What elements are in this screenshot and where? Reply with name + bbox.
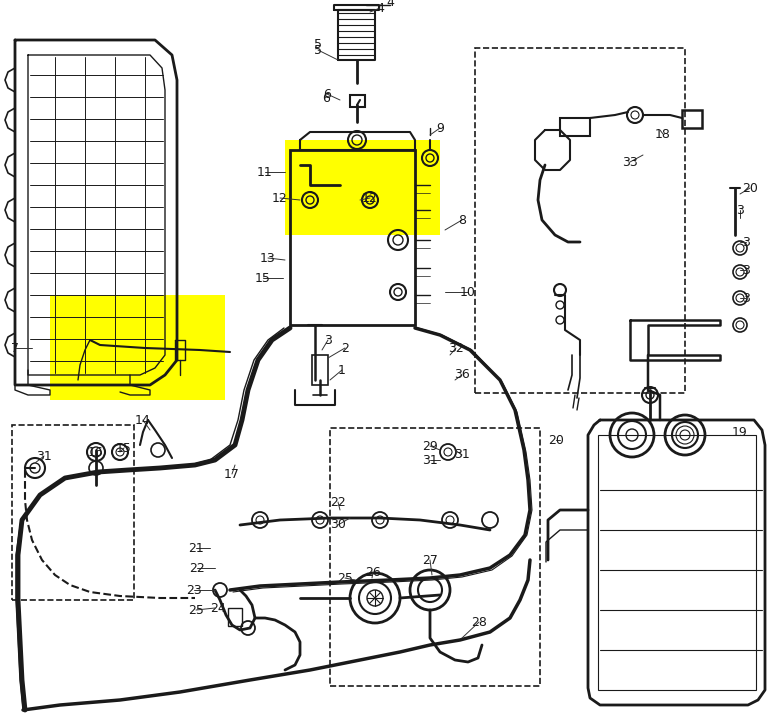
- Text: 1: 1: [338, 363, 346, 376]
- Text: 25: 25: [188, 603, 204, 616]
- Text: 17: 17: [224, 467, 240, 480]
- Text: 2: 2: [341, 342, 349, 355]
- Bar: [682, 110, 702, 128]
- Text: 15: 15: [255, 272, 271, 285]
- Text: 28: 28: [471, 616, 487, 629]
- Text: 4: 4: [386, 0, 394, 9]
- Bar: [475, 48, 685, 393]
- Text: 9: 9: [436, 122, 444, 135]
- Text: 18: 18: [655, 128, 671, 141]
- Text: 25: 25: [337, 572, 353, 585]
- Bar: [350, 95, 365, 107]
- Text: 5: 5: [314, 38, 322, 51]
- Text: 7: 7: [11, 342, 19, 355]
- Text: 32: 32: [448, 342, 464, 355]
- Text: 33: 33: [622, 156, 638, 169]
- Text: 13: 13: [260, 252, 276, 265]
- Text: 3: 3: [324, 334, 332, 347]
- Text: 22: 22: [189, 562, 205, 575]
- Text: 31: 31: [36, 449, 52, 462]
- Bar: [290, 150, 415, 325]
- Bar: [598, 435, 756, 690]
- Text: 20: 20: [548, 433, 564, 446]
- Bar: [12, 425, 134, 600]
- Text: 21: 21: [188, 541, 204, 554]
- Text: 11: 11: [257, 166, 273, 179]
- Text: 27: 27: [422, 554, 438, 567]
- Text: 15: 15: [116, 441, 132, 454]
- Bar: [50, 295, 225, 400]
- Text: 22: 22: [330, 495, 346, 508]
- Text: 30: 30: [330, 518, 346, 531]
- Text: 3: 3: [742, 291, 750, 304]
- Text: 3: 3: [742, 263, 750, 276]
- Text: 29: 29: [422, 440, 438, 453]
- Text: 36: 36: [454, 368, 470, 381]
- Text: 23: 23: [186, 583, 202, 596]
- Text: 24: 24: [210, 601, 226, 614]
- Bar: [312, 355, 328, 385]
- Text: 6: 6: [322, 92, 330, 105]
- Bar: [330, 428, 540, 686]
- Text: 14: 14: [135, 414, 151, 427]
- Text: 3: 3: [736, 203, 744, 216]
- Text: 5: 5: [314, 43, 322, 56]
- Text: 19: 19: [732, 425, 748, 438]
- Text: 20: 20: [742, 182, 758, 195]
- Text: 6: 6: [323, 87, 331, 100]
- Bar: [228, 608, 242, 626]
- Text: 16: 16: [88, 446, 104, 459]
- Text: 12: 12: [362, 192, 378, 205]
- Text: 31: 31: [422, 454, 438, 466]
- Bar: [285, 140, 440, 235]
- Text: 12: 12: [272, 192, 288, 205]
- Bar: [560, 118, 590, 136]
- Text: 26: 26: [365, 565, 381, 578]
- Text: 3: 3: [742, 236, 750, 249]
- Text: 10: 10: [460, 286, 476, 298]
- Text: 4: 4: [376, 1, 384, 14]
- Text: 31: 31: [454, 448, 470, 461]
- Text: 8: 8: [458, 213, 466, 226]
